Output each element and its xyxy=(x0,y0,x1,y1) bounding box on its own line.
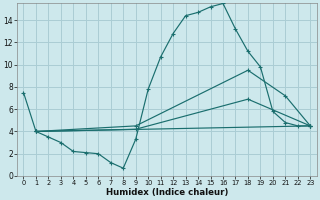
X-axis label: Humidex (Indice chaleur): Humidex (Indice chaleur) xyxy=(106,188,228,197)
